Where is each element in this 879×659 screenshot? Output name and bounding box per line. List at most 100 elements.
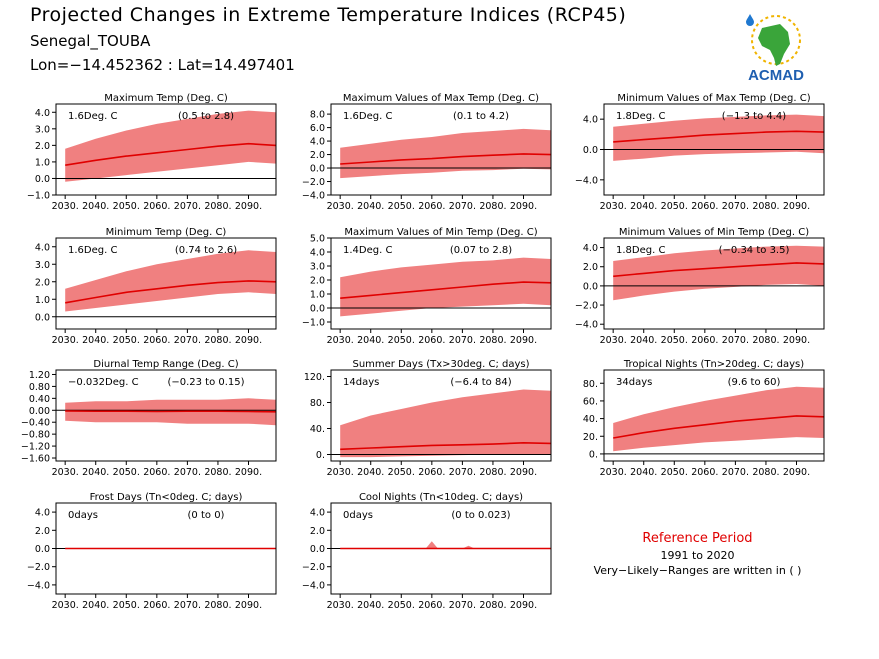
median-line [65, 142, 277, 166]
panel-3: −4.0 0.0 4.0 2030. 2040. 2050. 2060. 2070. 2080.… [575, 93, 825, 212]
uncertainty-band [613, 386, 824, 452]
x-tick-label: 2080. [752, 467, 779, 478]
y-tick-label: −0.40 [21, 418, 50, 429]
x-tick-label: 2030. [327, 201, 354, 212]
y-tick-label: 2.0 [35, 141, 50, 152]
x-tick-label: 2090. [235, 467, 262, 478]
x-tick-label: 2040. [82, 467, 109, 478]
uncertainty-band [65, 250, 276, 312]
y-tick-label: −4.0 [575, 320, 598, 331]
panel-range: (0.5 to 2.8) [178, 111, 234, 122]
y-tick-label: 2.0 [35, 277, 50, 288]
panel-title: Minimum Values of Min Temp (Deg. C) [619, 227, 809, 238]
uncertainty-band [65, 110, 276, 182]
y-tick-label: 60. [583, 396, 598, 407]
x-tick-label: 2080. [479, 201, 506, 212]
x-tick-label: 2070. [174, 201, 201, 212]
panel-title: Frost Days (Tn<0deg. C; days) [90, 492, 243, 503]
reference-period-years: 1991 to 2020 [660, 549, 735, 562]
x-tick-label: 2080. [479, 335, 506, 346]
x-tick-label: 2090. [510, 600, 537, 611]
uncertainty-band [340, 389, 551, 458]
y-tick-label: 4.0 [310, 508, 325, 519]
uncertainty-band [340, 541, 551, 549]
panel-4: 0.0 1.0 2.0 3.0 4.0 2030. 2040. 2050. 2060. 2070.… [35, 227, 277, 346]
y-tick-label: −4.0 [27, 580, 50, 591]
africa-map-icon [758, 24, 790, 66]
y-tick-label: 0.0 [583, 281, 598, 292]
median-line [340, 281, 552, 299]
panel-title: Tropical Nights (Tn>20deg. C; days) [623, 359, 804, 370]
panel-title: Cool Nights (Tn<10deg. C; days) [359, 492, 523, 503]
x-tick-label: 2050. [661, 201, 688, 212]
y-tick-label: 0.0 [310, 304, 325, 315]
panel-value: 1.8Deg. C [616, 245, 665, 256]
logo-text: ACMAD [748, 67, 804, 84]
water-drop-icon [746, 14, 754, 26]
y-tick-label: 2.0 [310, 150, 325, 161]
panel-range: (0 to 0.023) [451, 510, 510, 521]
y-tick-label: 0.0 [310, 164, 325, 175]
x-tick-label: 2070. [449, 335, 476, 346]
x-tick-label: 2030. [600, 201, 627, 212]
y-tick-label: 20. [583, 432, 598, 443]
panel-title: Minimum Values of Max Temp (Deg. C) [617, 93, 810, 104]
panel-range: (9.6 to 60) [728, 377, 781, 388]
uncertainty-band [340, 128, 551, 179]
x-tick-label: 2080. [479, 467, 506, 478]
x-tick-label: 2040. [357, 600, 384, 611]
x-tick-label: 2050. [113, 600, 140, 611]
y-tick-label: 0.0 [35, 544, 50, 555]
x-tick-label: 2040. [82, 335, 109, 346]
x-tick-label: 2090. [783, 467, 810, 478]
x-tick-label: 2060. [691, 201, 718, 212]
y-tick-label: 2.0 [35, 526, 50, 537]
y-tick-label: 5.0 [310, 234, 325, 245]
x-tick-label: 2060. [143, 335, 170, 346]
x-tick-label: 2090. [235, 600, 262, 611]
location-label: Senegal_TOUBA [30, 32, 151, 50]
plot-frame [330, 237, 552, 330]
x-tick-label: 2070. [174, 467, 201, 478]
x-tick-label: 2060. [691, 335, 718, 346]
y-tick-label: 4.0 [310, 137, 325, 148]
y-tick-label: 1.0 [35, 295, 50, 306]
y-tick-label: 0.0 [35, 174, 50, 185]
plot-frame [55, 103, 277, 196]
panel-range: (−0.23 to 0.15) [167, 377, 244, 388]
uncertainty-band [340, 257, 551, 317]
panel-title: Summer Days (Tx>30deg. C; days) [352, 359, 529, 370]
y-tick-label: −2.0 [302, 562, 325, 573]
panel-range: (0 to 0) [188, 510, 225, 521]
x-tick-label: 2070. [449, 467, 476, 478]
panel-value: 1.6Deg. C [68, 245, 117, 256]
y-tick-label: −1.20 [21, 442, 50, 453]
y-tick-label: −2.0 [27, 562, 50, 573]
y-tick-label: −1.60 [21, 454, 50, 465]
y-tick-label: −1.0 [302, 318, 325, 329]
y-tick-label: −2.0 [302, 177, 325, 188]
panel-range: (0.1 to 4.2) [453, 111, 509, 122]
y-tick-label: 40. [310, 424, 325, 435]
coordinates-label: Lon=−14.452362 : Lat=14.497401 [30, 56, 295, 74]
panel-title: Diurnal Temp Range (Deg. C) [93, 359, 238, 370]
page-title: Projected Changes in Extreme Temperature… [30, 4, 627, 26]
median-line [613, 262, 825, 278]
acmad-logo: ACMAD [746, 14, 804, 84]
uncertainty-band [613, 245, 824, 301]
x-tick-label: 2080. [479, 600, 506, 611]
median-line [613, 130, 825, 143]
x-tick-label: 2040. [357, 467, 384, 478]
y-tick-label: −4.0 [302, 580, 325, 591]
y-tick-label: 4.0 [35, 508, 50, 519]
panel-title: Maximum Values of Max Temp (Deg. C) [343, 93, 539, 104]
panel-5: −1.0 0.0 1.0 2.0 3.0 4.0 5.0 2030. 2040. 2050. 206… [302, 227, 552, 346]
x-tick-label: 2090. [510, 201, 537, 212]
plot-frame [55, 369, 277, 462]
x-tick-label: 2070. [449, 600, 476, 611]
panel-title: Minimum Temp (Deg. C) [106, 227, 227, 238]
panel-value: 1.4Deg. C [343, 245, 392, 256]
x-tick-label: 2060. [143, 467, 170, 478]
median-line [613, 415, 825, 439]
